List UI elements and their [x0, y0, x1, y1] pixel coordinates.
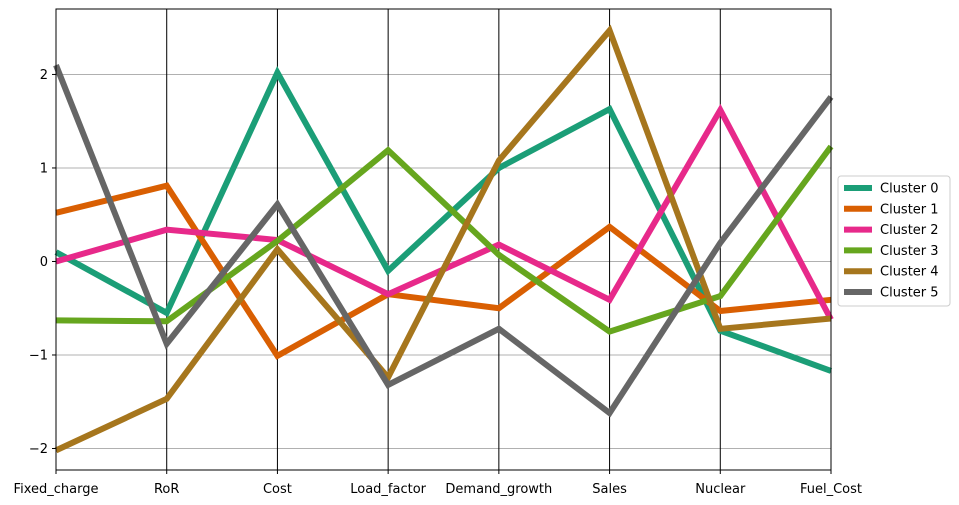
series-line-cluster-3: [55, 144, 834, 335]
x-axis-labels: Fixed_charge RoR Cost Load_factor Demand_gro…: [14, 470, 862, 497]
series-line-cluster-5: [53, 63, 834, 418]
series-line-cluster-4: [54, 24, 832, 454]
x-tick-label: Cost: [263, 482, 292, 497]
plot-border: [55, 8, 832, 471]
y-tick-label: 2: [40, 68, 48, 83]
x-tick-label: Nuclear: [695, 482, 746, 497]
series-line-cluster-1: [55, 182, 832, 360]
y-axis-ticks: −2 −1 0 1 2: [29, 68, 56, 457]
series-line-cluster-2: [55, 103, 834, 321]
x-tick-label: Sales: [592, 482, 627, 497]
legend-label-cluster-3: Cluster 3: [880, 244, 939, 259]
legend-label-cluster-4: Cluster 4: [880, 265, 939, 280]
x-tick-label: Load_factor: [350, 482, 426, 497]
x-tick-label: RoR: [154, 482, 179, 497]
x-tick-label: Demand_growth: [445, 482, 552, 497]
legend-label-cluster-2: Cluster 2: [880, 223, 939, 238]
grid: [56, 73, 831, 449]
legend-label-cluster-0: Cluster 0: [880, 182, 939, 197]
y-tick-label: −2: [29, 442, 48, 457]
plot-frame: [55, 8, 832, 471]
x-tick-label: Fuel_Cost: [800, 482, 862, 497]
series-lines: [53, 24, 834, 454]
y-tick-label: 1: [40, 161, 48, 176]
legend: Cluster 0 Cluster 1 Cluster 2 Cluster 3 Clus…: [837, 175, 951, 307]
legend-label-cluster-5: Cluster 5: [880, 286, 939, 301]
vertical-axes: [55, 9, 832, 470]
x-tick-label: Fixed_charge: [14, 482, 99, 497]
y-tick-label: 0: [40, 255, 48, 270]
y-tick-label: −1: [29, 348, 48, 363]
legend-label-cluster-1: Cluster 1: [880, 202, 939, 217]
